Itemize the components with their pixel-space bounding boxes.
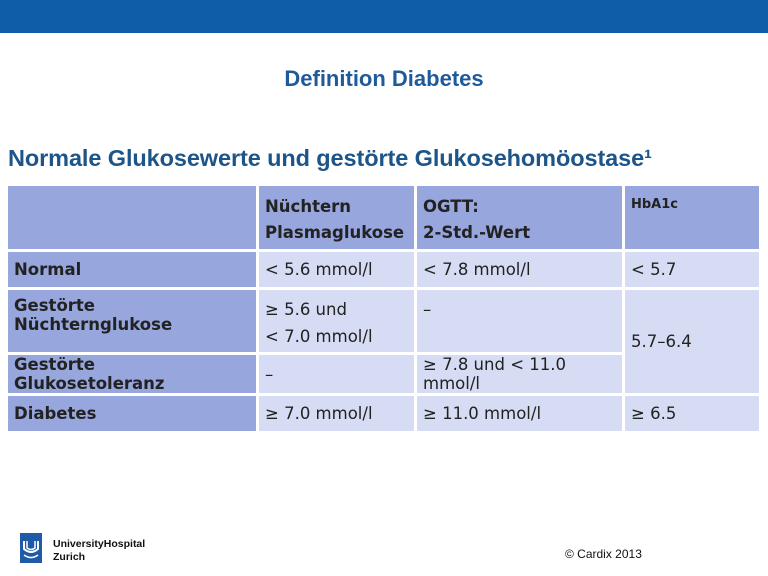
cell-fasting: ≥ 5.6 und < 7.0 mmol/l [259, 290, 414, 352]
header-ogtt-line2: 2-Std.-Wert [423, 223, 531, 242]
cell-ogtt: < 7.8 mmol/l [417, 252, 622, 287]
table-row: Gestörte Glukosetoleranz – ≥ 7.8 und < 1… [8, 355, 759, 393]
header-fasting-line2: Plasmaglukose [265, 223, 405, 242]
table-row: Normal < 5.6 mmol/l < 7.8 mmol/l < 5.7 [8, 252, 759, 287]
table-row: Gestörte Nüchternglukose ≥ 5.6 und < 7.0… [8, 290, 759, 393]
cell-fasting: < 5.6 mmol/l [259, 252, 414, 287]
header-hba1c: HbA1c [625, 186, 759, 249]
row-label-impaired-fasting: Gestörte Nüchternglukose [8, 290, 256, 352]
header-empty-cell [8, 186, 256, 249]
cell-fasting-line2: < 7.0 mmol/l [265, 327, 373, 346]
header-fasting: Nüchtern Plasmaglukose [259, 186, 414, 249]
cell-ogtt: – [417, 290, 622, 352]
row-label-normal: Normal [8, 252, 256, 287]
header-ogtt-line1: OGTT: [423, 197, 479, 216]
logo-text: UniversityHospital Zurich [53, 538, 145, 564]
table-row: Diabetes ≥ 7.0 mmol/l ≥ 11.0 mmol/l ≥ 6.… [8, 396, 759, 431]
row-label-diabetes: Diabetes [8, 396, 256, 431]
cell-hba1c-merged: 5.7–6.4 [625, 290, 759, 393]
logo-text-line2: Zurich [53, 551, 86, 563]
table-header-row: Nüchtern Plasmaglukose OGTT: 2-Std.-Wert… [8, 186, 759, 249]
slide-title: Definition Diabetes [284, 66, 484, 91]
cell-hba1c: ≥ 6.5 [625, 396, 759, 431]
header-ogtt: OGTT: 2-Std.-Wert [417, 186, 622, 249]
glucose-table: Nüchtern Plasmaglukose OGTT: 2-Std.-Wert… [5, 183, 762, 434]
cell-fasting-line1: ≥ 5.6 und [265, 300, 347, 319]
table-heading: Normale Glukosewerte und gestörte Glukos… [8, 145, 652, 171]
top-bar [0, 0, 768, 33]
copyright-notice: © Cardix 2013 [565, 547, 642, 561]
cell-ogtt: ≥ 11.0 mmol/l [417, 396, 622, 431]
cell-fasting: ≥ 7.0 mmol/l [259, 396, 414, 431]
cell-hba1c: < 5.7 [625, 252, 759, 287]
header-fasting-line1: Nüchtern [265, 197, 352, 216]
university-hospital-logo-icon [20, 533, 42, 563]
logo-text-line1: UniversityHospital [53, 538, 146, 550]
row-label-impaired-tolerance: Gestörte Glukosetoleranz [8, 355, 256, 393]
cell-ogtt: ≥ 7.8 und < 11.0 mmol/l [417, 355, 622, 393]
cell-fasting: – [259, 355, 414, 393]
